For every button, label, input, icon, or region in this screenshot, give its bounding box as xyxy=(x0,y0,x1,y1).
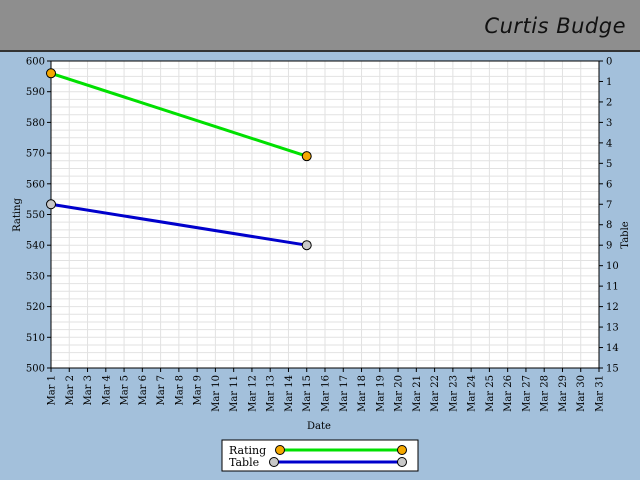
legend-marker-rating xyxy=(397,445,407,455)
x-tick-label: Mar 15 xyxy=(302,375,313,412)
header-bar: Curtis Budge xyxy=(0,0,640,52)
y2-tick-label: 0 xyxy=(606,57,612,68)
series-line-rating xyxy=(50,71,308,158)
x-tick-label: Mar 19 xyxy=(375,375,386,412)
y-tick-label: 530 xyxy=(26,271,45,282)
y-tick-label: 500 xyxy=(26,364,45,375)
data-point-rating xyxy=(301,151,312,162)
x-tick-label: Mar 22 xyxy=(430,375,441,412)
legend: Rating Table xyxy=(221,439,419,472)
y2-tick-label: 1 xyxy=(606,77,612,88)
legend-label-table: Table xyxy=(229,456,259,469)
x-axis: Mar 1 Mar 2 Mar 3 Mar 4 Mar 5 Mar 6 Mar 7 Mar 8… xyxy=(47,368,606,412)
y2-tick-label: 13 xyxy=(606,323,619,334)
y2-tick-label: 11 xyxy=(606,282,619,293)
x-tick-label: Mar 7 xyxy=(156,375,167,406)
x-tick-label: Mar 29 xyxy=(558,375,569,412)
y-tick-label: 590 xyxy=(26,87,45,98)
x-tick-label: Mar 5 xyxy=(120,375,131,406)
x-tick-label: Mar 20 xyxy=(394,375,405,412)
y2-tick-label: 8 xyxy=(606,220,612,231)
legend-marker-rating xyxy=(275,445,285,455)
x-tick-label: Mar 3 xyxy=(83,375,94,406)
y2-tick-label: 4 xyxy=(606,138,612,149)
x-tick-label: Mar 4 xyxy=(101,375,112,406)
x-tick-label: Mar 31 xyxy=(595,375,606,412)
x-tick-label: Mar 9 xyxy=(193,375,204,406)
y2-tick-label: 3 xyxy=(606,118,612,129)
x-tick-label: Mar 13 xyxy=(266,375,277,412)
y-tick-label: 570 xyxy=(26,149,45,160)
header-title: Curtis Budge xyxy=(484,14,626,38)
y-tick-label: 600 xyxy=(26,57,45,68)
x-tick-label: Mar 18 xyxy=(357,375,368,412)
x-tick-label: Mar 1 xyxy=(47,375,58,406)
data-point-table xyxy=(46,199,56,210)
y2-tick-label: 9 xyxy=(606,241,612,252)
x-tick-label: Mar 25 xyxy=(485,375,496,412)
y-tick-label: 560 xyxy=(26,179,45,190)
y-tick-label: 580 xyxy=(26,118,45,129)
series-line-table xyxy=(50,202,307,247)
y-axis-label: Rating xyxy=(12,198,23,232)
x-tick-label: Mar 10 xyxy=(211,375,222,412)
x-tick-label: Mar 8 xyxy=(174,375,185,406)
y-tick-label: 520 xyxy=(26,302,45,313)
x-tick-label: Mar 23 xyxy=(448,375,459,412)
series-layer xyxy=(46,68,312,251)
x-tick-label: Mar 17 xyxy=(339,375,350,412)
y-tick-label: 540 xyxy=(26,241,45,252)
y2-tick-label: 2 xyxy=(606,97,612,108)
x-tick-label: Mar 11 xyxy=(229,375,240,412)
y-tick-label: 510 xyxy=(26,333,45,344)
legend-marker-table xyxy=(397,457,407,467)
y2-axis-label: Table xyxy=(620,221,631,248)
legend-marker-table xyxy=(269,457,279,467)
legend-label-rating: Rating xyxy=(229,444,266,457)
x-tick-label: Mar 28 xyxy=(540,375,551,412)
y2-tick-label: 15 xyxy=(606,364,619,375)
x-tick-label: Mar 16 xyxy=(321,375,332,412)
x-tick-label: Mar 6 xyxy=(138,375,149,406)
y2-tick-label: 12 xyxy=(606,302,619,313)
y2-tick-label: 10 xyxy=(606,261,619,272)
data-point-table xyxy=(301,240,312,251)
x-axis-label: Date xyxy=(307,421,331,432)
y-tick-label: 550 xyxy=(26,210,45,221)
x-tick-label: Mar 27 xyxy=(521,375,532,412)
y2-tick-label: 14 xyxy=(606,343,619,354)
y2-tick-label: 7 xyxy=(606,200,612,211)
x-tick-label: Mar 30 xyxy=(576,375,587,412)
x-tick-label: Mar 21 xyxy=(412,375,423,412)
y2-tick-label: 6 xyxy=(606,179,612,190)
x-tick-label: Mar 2 xyxy=(65,375,76,406)
x-tick-label: Mar 12 xyxy=(247,375,258,412)
x-tick-label: Mar 24 xyxy=(467,375,478,412)
x-tick-label: Mar 26 xyxy=(503,375,514,412)
data-point-rating xyxy=(46,68,56,79)
legend-box xyxy=(221,439,419,472)
y2-tick-label: 5 xyxy=(606,159,612,170)
grid-lines xyxy=(51,61,599,368)
x-tick-label: Mar 14 xyxy=(284,375,295,412)
left-axis: 500 510 520 530 540 550 560 570 580 590 600 xyxy=(26,57,51,375)
